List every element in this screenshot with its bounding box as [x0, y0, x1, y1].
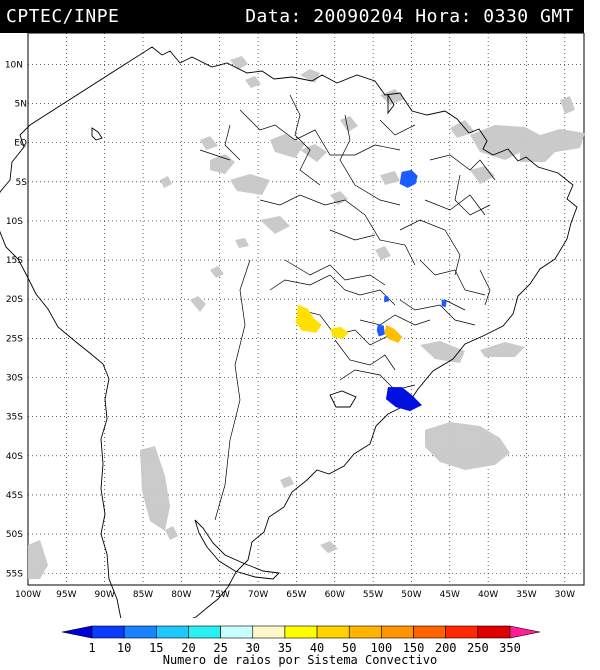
- colorbar-swatch: [61, 625, 93, 639]
- latitude-label: 5N: [15, 99, 27, 109]
- convective-system: [384, 324, 403, 343]
- colorbar-title: Numero de raios por Sistema Convectivo: [162, 653, 438, 667]
- colorbar-tick-label: 100: [370, 641, 393, 655]
- longitude-label: 90W: [95, 590, 115, 600]
- colorbar-swatch: [188, 625, 221, 639]
- longitude-label: 70W: [248, 590, 268, 600]
- longitude-label: 50W: [401, 590, 421, 600]
- colorbar-tick-label: 35: [277, 641, 293, 655]
- longitude-label: 60W: [325, 590, 345, 600]
- colorbar-swatch: [381, 625, 414, 639]
- hora-label: Hora:: [415, 6, 472, 27]
- date-value: 20090204: [313, 6, 404, 27]
- colorbar-swatch: [220, 625, 254, 639]
- latitude-label: 35S: [6, 413, 23, 423]
- source-label: CPTEC/INPE: [6, 6, 120, 27]
- convective-system: [376, 324, 385, 337]
- latitude-label: 55S: [6, 569, 23, 579]
- convective-system: [330, 326, 349, 339]
- country-borders: [199, 94, 496, 521]
- colorbar-tick-label: 30: [245, 641, 260, 655]
- colorbar-tick-label: 200: [434, 641, 457, 655]
- longitude-label: 65W: [286, 590, 306, 600]
- map: 10N 5N EQ 5S 10S 15S 20S 25S 30S 35S 40S 45S 50S 55S 1…: [0, 33, 585, 618]
- colorbar-tick-label: 1: [88, 641, 96, 655]
- colorbar-tick-label: 10: [116, 641, 132, 655]
- longitude-label: 30W: [555, 590, 575, 600]
- latitude-label: 50S: [6, 530, 23, 540]
- coastline: [0, 46, 578, 618]
- longitude-label: 45W: [440, 590, 460, 600]
- colorbar-tick-label: 25: [213, 641, 228, 655]
- data-label: Data:: [245, 6, 302, 27]
- latitude-label: 10N: [5, 60, 23, 70]
- convective-system: [384, 296, 390, 303]
- colorbar-swatch: [156, 625, 189, 639]
- colorbar-swatch: [509, 625, 541, 639]
- latitude-label: 30S: [6, 374, 23, 384]
- time-value: 0330 GMT: [483, 6, 574, 27]
- latitude-label: EQ: [14, 139, 27, 149]
- longitude-label: 95W: [56, 590, 76, 600]
- convective-system: [385, 387, 422, 412]
- latitude-label: 15S: [6, 256, 23, 266]
- colorbar-swatch: [123, 625, 157, 639]
- datetime-label: Data: 20090204 Hora: 0330 GMT: [245, 6, 574, 27]
- convective-system: [399, 169, 418, 188]
- colorbar-swatch: [252, 625, 286, 639]
- colorbar-swatch: [316, 625, 350, 639]
- colorbar-tick-label: 250: [467, 641, 489, 655]
- convective-system: [295, 304, 322, 333]
- latitude-label: 10S: [6, 217, 23, 227]
- longitude-label: 80W: [171, 590, 191, 600]
- graticule: [28, 33, 584, 585]
- longitude-label: 85W: [133, 590, 153, 600]
- colorbar-tick-label: 150: [402, 641, 425, 655]
- header-bar: CPTEC/INPE Data: 20090204 Hora: 0330 GMT: [0, 0, 584, 33]
- colorbar-swatch: [348, 625, 382, 639]
- convective-systems: [295, 169, 447, 412]
- convective-system: [441, 299, 447, 308]
- colorbar-tick-label: 50: [341, 641, 357, 655]
- longitude-label: 100W: [15, 590, 41, 600]
- longitude-label: 40W: [478, 590, 498, 600]
- latitude-label: 20S: [6, 295, 23, 305]
- latitude-label: 45S: [6, 491, 23, 501]
- latitude-label: 40S: [6, 452, 23, 462]
- colorbar-ticks: 1 10 15 20 25 30 35 40 50 100 150 200 250 350: [0, 641, 600, 655]
- cloud-fields: [28, 56, 585, 579]
- latitude-label: 5S: [16, 178, 28, 188]
- longitude-label: 75W: [210, 590, 230, 600]
- colorbar-swatch: [284, 625, 318, 639]
- longitude-label: 35W: [516, 590, 536, 600]
- longitude-label: 55W: [363, 590, 383, 600]
- colorbar-tick-label: 40: [309, 641, 325, 655]
- colorbar: [61, 625, 541, 639]
- axis-labels: 10N 5N EQ 5S 10S 15S 20S 25S 30S 35S 40S 45S 50S 55S 1…: [5, 60, 575, 600]
- colorbar-tick-label: 350: [499, 641, 521, 655]
- colorbar-swatch: [477, 625, 511, 639]
- colorbar-swatch: [445, 625, 479, 639]
- colorbar-swatch: [91, 625, 125, 639]
- colorbar-swatch: [413, 625, 446, 639]
- latitude-label: 25S: [6, 334, 23, 344]
- colorbar-tick-label: 20: [181, 641, 196, 655]
- colorbar-tick-label: 15: [149, 641, 164, 655]
